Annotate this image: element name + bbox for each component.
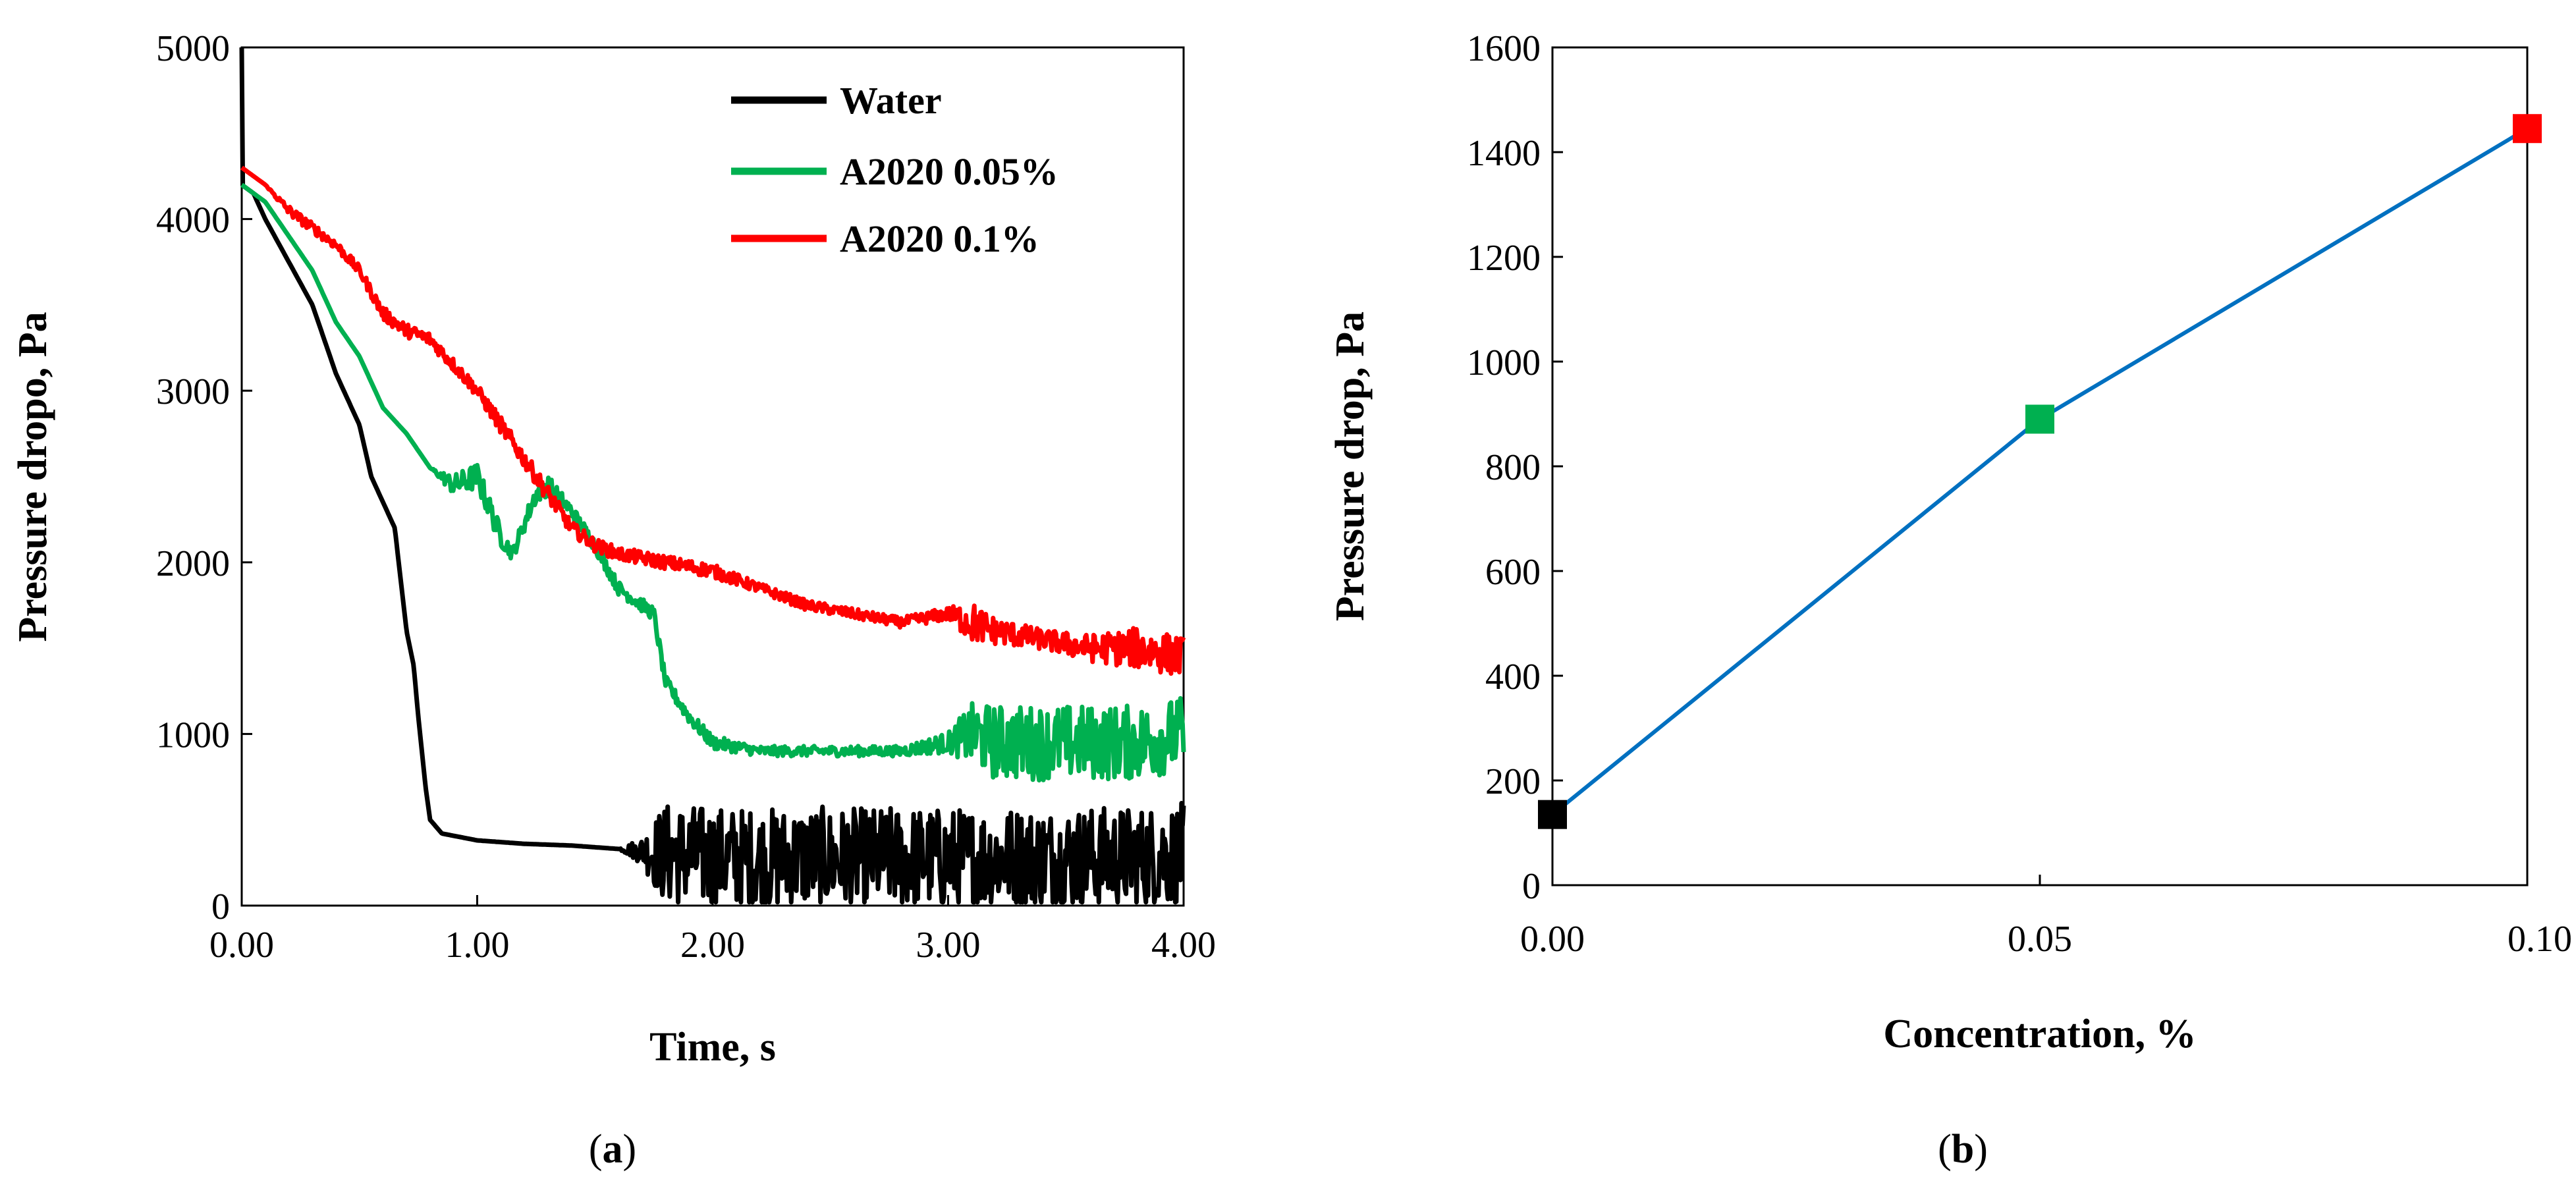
- chart-a-legend: Water A2020 0.05% A2020 0.1%: [731, 79, 1058, 260]
- chart-a-x-axis: 0.00 1.00 2.00 3.00 4.00: [209, 895, 1216, 966]
- chart-b-y-tick-label: 1200: [1467, 238, 1541, 279]
- chart-b-x-axis: 0.00 0.05 0.10: [1520, 875, 2572, 960]
- chart-a-y-axis: 0 1000 2000 3000 4000 5000: [156, 28, 252, 927]
- chart-a: 0 1000 2000 3000 4000 5000 0.00 1.00 2.00 3.00 4.…: [11, 28, 1216, 1172]
- series-line-a2020-0-1: [240, 165, 1186, 676]
- series-line-water: [239, 47, 1186, 905]
- chart-a-x-tick-label: 2.00: [680, 925, 745, 966]
- panel-label-b: (b): [1938, 1127, 1988, 1172]
- legend-label-water: Water: [840, 79, 942, 122]
- chart-b-point-1: [2025, 404, 2054, 434]
- chart-b-y-tick-label: 400: [1485, 657, 1541, 697]
- chart-b-line: [1551, 126, 2529, 817]
- chart-b-y-tick-label: 200: [1485, 761, 1541, 802]
- series-line-a2020-0-05: [240, 182, 1186, 783]
- legend-label-a2020-005: A2020 0.05%: [840, 150, 1058, 193]
- chart-a-y-tick-label: 2000: [156, 543, 230, 584]
- panel-label-b-letter: b: [1952, 1127, 1974, 1172]
- chart-a-y-tick-label: 0: [211, 886, 230, 927]
- chart-a-y-tick-label: 4000: [156, 200, 230, 241]
- chart-b-x-axis-title: Concentration, %: [1883, 1012, 2196, 1056]
- chart-b-point-2: [2513, 114, 2542, 144]
- chart-b-x-tick-label: 0.10: [2507, 919, 2572, 960]
- legend-label-a2020-01: A2020 0.1%: [840, 217, 1039, 260]
- chart-b-plot-frame: [1551, 46, 2529, 886]
- panel-label-a: (a): [589, 1127, 636, 1172]
- chart-a-y-tick-label: 5000: [156, 28, 230, 69]
- chart-b-y-tick-label: 1000: [1467, 342, 1541, 383]
- chart-b-y-tick-label: 0: [1522, 866, 1541, 907]
- chart-a-x-axis-title: Time, s: [649, 1025, 776, 1070]
- chart-b-y-axis-title: Pressure drop, Pa: [1328, 312, 1373, 621]
- chart-b-y-tick-label: 800: [1485, 447, 1541, 488]
- chart-a-x-tick-label: 3.00: [916, 925, 981, 966]
- chart-b-point-0: [1538, 800, 1567, 829]
- chart-a-x-tick-label: 4.00: [1151, 925, 1216, 966]
- chart-b-x-tick-label: 0.05: [2008, 919, 2072, 960]
- chart-b-y-tick-label: 600: [1485, 552, 1541, 593]
- chart-a-y-tick-label: 1000: [156, 715, 230, 755]
- chart-b-y-tick-label: 1600: [1467, 28, 1541, 69]
- chart-a-y-axis-title: Pressure dropo, Pa: [11, 312, 55, 641]
- panel-label-a-letter: a: [603, 1127, 623, 1172]
- chart-a-y-tick-label: 3000: [156, 371, 230, 412]
- chart-a-series: [239, 47, 1186, 905]
- chart-b-series: [1538, 114, 2542, 829]
- chart-a-x-tick-label: 0.00: [209, 925, 274, 966]
- chart-b-y-tick-label: 1400: [1467, 133, 1541, 174]
- chart-b-y-axis: 0 200 400 600 800 1000 1200 1400 1600: [1467, 28, 1563, 907]
- chart-a-x-tick-label: 1.00: [445, 925, 510, 966]
- chart-b-x-tick-label: 0.00: [1520, 919, 1585, 960]
